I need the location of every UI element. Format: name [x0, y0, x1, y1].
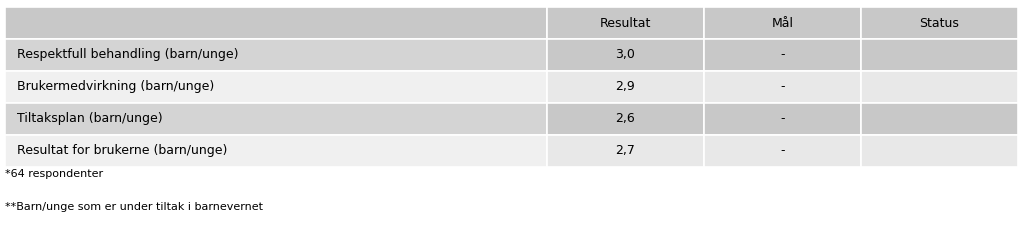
Bar	[547, 135, 704, 167]
Bar	[704, 103, 861, 135]
Bar	[5, 7, 547, 39]
Text: Respektfull behandling (barn/unge): Respektfull behandling (barn/unge)	[17, 49, 239, 61]
Bar	[861, 39, 1018, 71]
Text: 2,9: 2,9	[616, 80, 635, 93]
Bar	[547, 71, 704, 103]
Bar	[861, 7, 1018, 39]
Text: 3,0: 3,0	[616, 49, 635, 61]
Bar	[5, 71, 547, 103]
Text: Brukermedvirkning (barn/unge): Brukermedvirkning (barn/unge)	[17, 80, 215, 93]
Text: **Barn/unge som er under tiltak i barnevernet: **Barn/unge som er under tiltak i barnev…	[5, 202, 263, 212]
Text: -: -	[781, 144, 785, 157]
Bar	[861, 71, 1018, 103]
Bar	[861, 135, 1018, 167]
Text: Mål: Mål	[771, 17, 794, 30]
Bar	[861, 103, 1018, 135]
Text: 2,6: 2,6	[616, 112, 635, 125]
Text: Resultat: Resultat	[599, 17, 651, 30]
Bar	[5, 39, 547, 71]
Text: -: -	[781, 112, 785, 125]
Bar	[704, 7, 861, 39]
Bar	[547, 7, 704, 39]
Bar	[5, 103, 547, 135]
Text: Status: Status	[920, 17, 960, 30]
Bar	[547, 39, 704, 71]
Text: Resultat for brukerne (barn/unge): Resultat for brukerne (barn/unge)	[17, 144, 228, 157]
Bar	[547, 103, 704, 135]
Bar	[704, 71, 861, 103]
Text: Tiltaksplan (barn/unge): Tiltaksplan (barn/unge)	[17, 112, 163, 125]
Text: *64 respondenter: *64 respondenter	[5, 169, 103, 179]
Bar	[704, 135, 861, 167]
Text: -: -	[781, 49, 785, 61]
Text: -: -	[781, 80, 785, 93]
Bar	[704, 39, 861, 71]
Text: 2,7: 2,7	[616, 144, 635, 157]
Bar	[5, 135, 547, 167]
